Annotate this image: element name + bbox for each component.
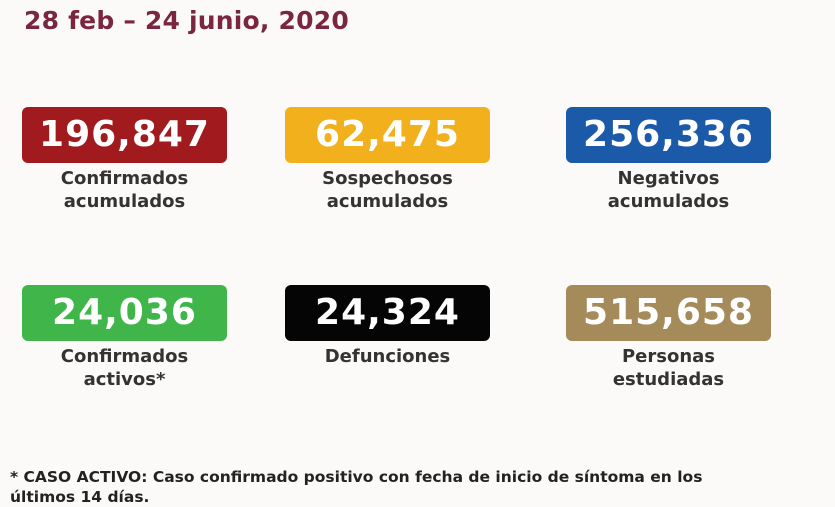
stat-value: 196,847: [22, 107, 227, 163]
label-line: activos*: [83, 369, 166, 390]
label-line: Confirmados: [60, 168, 189, 189]
stat-card: 256,336 Negativos acumulados: [566, 107, 771, 213]
stat-card: 24,324 Defunciones: [285, 285, 490, 368]
label-line: acumulados: [607, 191, 730, 212]
stat-card: 24,036 Confirmados activos*: [22, 285, 227, 391]
label-line: Defunciones: [324, 346, 451, 367]
stat-label: Sospechosos acumulados: [285, 167, 490, 213]
stat-value: 24,324: [285, 285, 490, 341]
label-line: Confirmados: [60, 346, 189, 367]
stat-label: Confirmados acumulados: [22, 167, 227, 213]
stat-value: 256,336: [566, 107, 771, 163]
title: 28 feb – 24 junio, 2020: [24, 6, 349, 35]
label-line: acumulados: [326, 191, 449, 212]
stat-value: 24,036: [22, 285, 227, 341]
label-line: estudiadas: [612, 369, 725, 390]
stat-value: 515,658: [566, 285, 771, 341]
stat-card: 62,475 Sospechosos acumulados: [285, 107, 490, 213]
footnote: * CASO ACTIVO: Caso confirmado positivo …: [10, 467, 702, 507]
stat-label: Negativos acumulados: [566, 167, 771, 213]
label-line: Personas: [621, 346, 716, 367]
stat-label: Personas estudiadas: [566, 345, 771, 391]
label-line: acumulados: [63, 191, 186, 212]
footnote-line: * CASO ACTIVO: Caso confirmado positivo …: [10, 468, 703, 486]
stat-label: Defunciones: [285, 345, 490, 368]
stat-value: 62,475: [285, 107, 490, 163]
label-line: Sospechosos: [322, 168, 453, 189]
stat-card: 196,847 Confirmados acumulados: [22, 107, 227, 213]
stat-card: 515,658 Personas estudiadas: [566, 285, 771, 391]
label-line: Negativos: [617, 168, 720, 189]
footnote-line: últimos 14 días.: [10, 488, 150, 506]
stat-label: Confirmados activos*: [22, 345, 227, 391]
